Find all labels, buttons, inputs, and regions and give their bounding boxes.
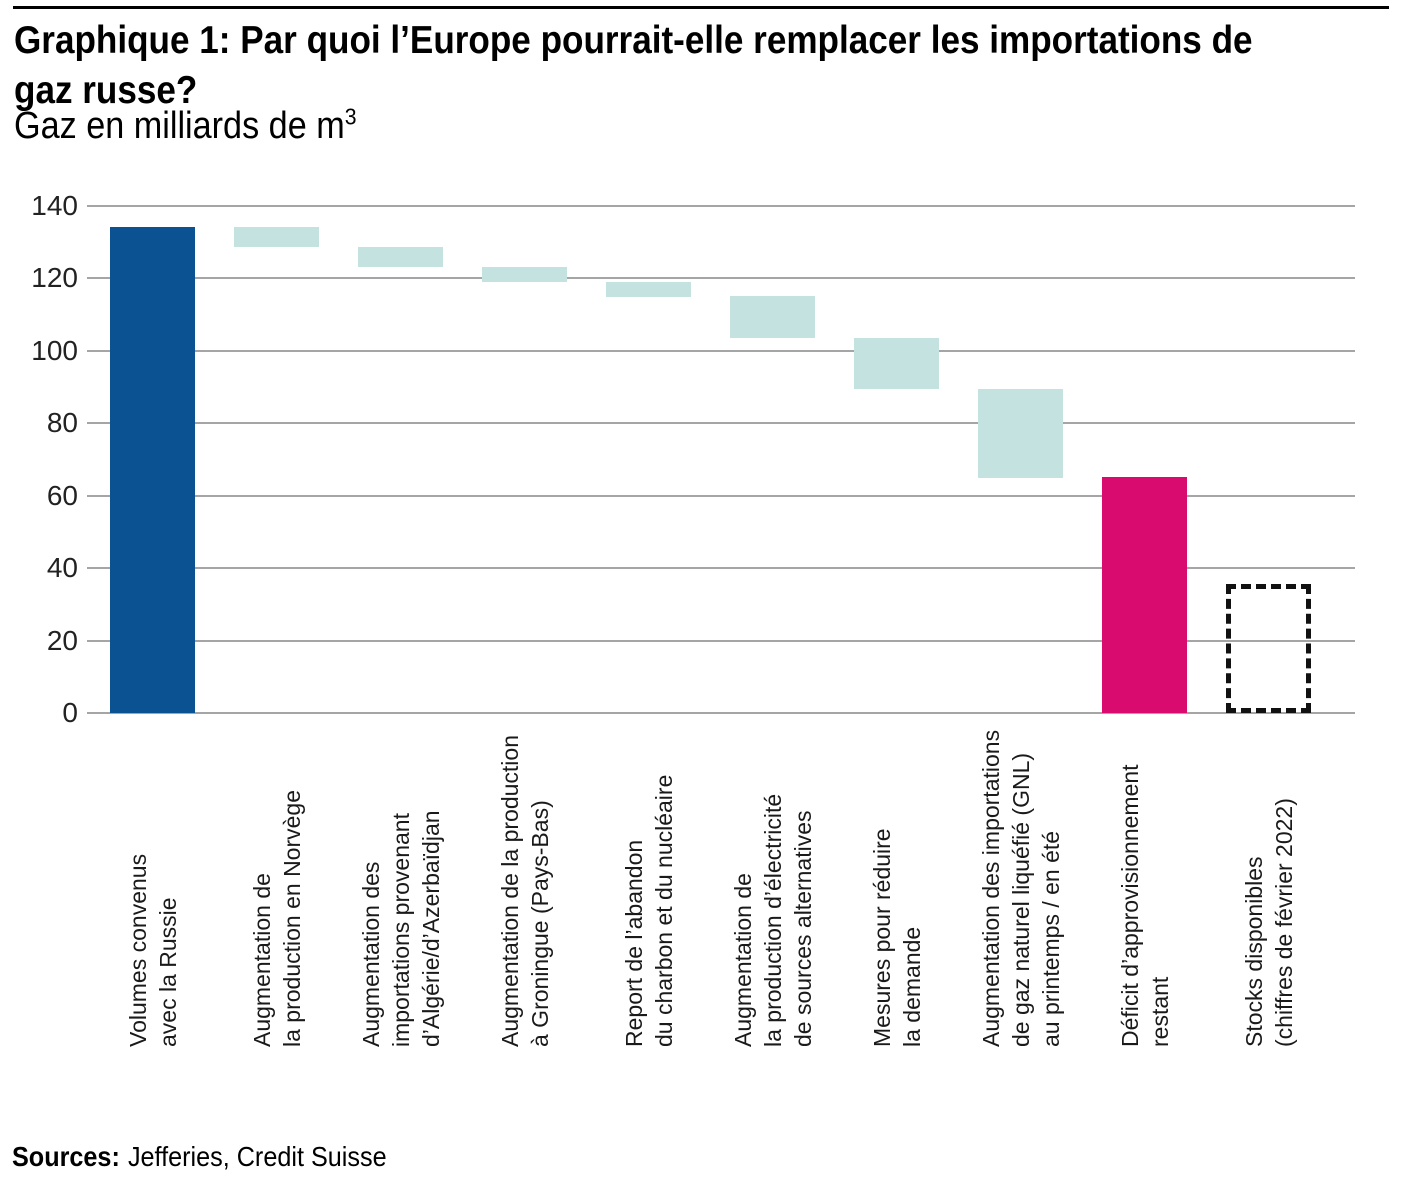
gridline-y-0 [87, 712, 1355, 714]
sources-label: Sources: [12, 1141, 120, 1172]
x-axis-label-line: d’Algérie/d’Azerbaïdjan [417, 810, 444, 1047]
y-axis-tick-label-40: 40 [46, 552, 78, 583]
sources-text: Jefferies, Credit Suisse [127, 1141, 387, 1172]
x-axis-label-line: Déficit d’approvisionnement [1116, 764, 1143, 1047]
waterfall-bar-agreed-volumes [110, 227, 195, 713]
waterfall-bar-replacement [358, 247, 443, 267]
y-axis-tick-label-120: 120 [31, 262, 78, 293]
subtitle-text: Gaz en milliards de m [14, 105, 345, 147]
x-axis-label-line: à Groningue (Pays-Bas) [526, 800, 553, 1047]
chart-subtitle: Gaz en milliards de m3 [14, 104, 357, 148]
chart-title-line-2: gaz russe? [14, 69, 198, 112]
gridline-y-40 [87, 567, 1355, 569]
waterfall-bar-replacement [730, 296, 815, 338]
top-rule [13, 6, 1389, 9]
waterfall-bar-available-stocks [1226, 584, 1311, 713]
x-axis-label-line: la production en Norvège [278, 790, 305, 1047]
y-axis-tick-label-20: 20 [46, 624, 78, 656]
y-axis-tick-label-60: 60 [46, 479, 78, 511]
gridline-y-120 [87, 277, 1355, 279]
x-axis-label: Déficit d’approvisionnement restant [1115, 737, 1175, 1047]
x-axis-label-line: Stocks disponibles [1240, 856, 1267, 1048]
gridline-y-100 [87, 349, 1355, 352]
y-axis-tick-label-140: 140 [31, 189, 78, 221]
x-axis-label: Mesures pour réduire la demande [867, 737, 927, 1047]
waterfall-bar-replacement [234, 227, 319, 247]
x-axis-label: Volumes convenus avec la Russie [123, 737, 183, 1047]
x-axis-label-line: Report de l’abandon [620, 839, 647, 1047]
x-axis-label-line: Augmentation de [248, 873, 275, 1047]
x-axis-label-line: avec la Russie [154, 897, 181, 1047]
x-axis-label: Stocks disponibles (chiffres de février 2… [1239, 737, 1299, 1047]
x-axis-label-line: Mesures pour réduire [868, 828, 895, 1047]
x-axis-label: Augmentation des importations provenant d’… [356, 737, 446, 1047]
waterfall-bar-replacement [482, 267, 567, 282]
gridline-y-20 [87, 639, 1355, 642]
y-axis-tick-label-100: 100 [31, 334, 78, 366]
x-axis-label-line: (chiffres de février 2022) [1270, 798, 1297, 1047]
sources-line: Sources: Jefferies, Credit Suisse [12, 1140, 387, 1174]
x-axis-label-line: Augmentation de la production [496, 735, 523, 1047]
x-axis-label: Augmentation de la production d’électrici… [728, 737, 818, 1047]
gridline-y-60 [87, 494, 1355, 497]
x-axis-label-line: de gaz naturel liquéfié (GNL) [1007, 752, 1034, 1047]
chart-title: Graphique 1: Par quoi l’Europe pourrait-… [14, 16, 1253, 116]
x-axis-label: Augmentation des importations de gaz natu… [976, 729, 1066, 1047]
x-axis-label-line: la demande [898, 926, 925, 1047]
x-axis-label: Report de l’abandon du charbon et du nucl… [619, 737, 679, 1047]
x-axis-label: Augmentation de la production en Norvège [247, 737, 307, 1047]
x-axis-label-line: de sources alternatives [789, 810, 816, 1047]
x-axis-label-line: Augmentation des [357, 861, 384, 1047]
waterfall-bar-replacement [606, 282, 691, 297]
x-axis-label-line: restant [1146, 976, 1173, 1047]
x-axis-label-line: du charbon et du nucléaire [650, 774, 677, 1047]
x-axis-label-line: importations provenant [387, 813, 414, 1047]
waterfall-bar-replacement [978, 389, 1063, 478]
x-axis-label-line: Volumes convenus [124, 853, 151, 1047]
x-axis-label-line: Augmentation de [729, 873, 756, 1047]
x-axis-label-line: au printemps / en été [1037, 830, 1064, 1047]
gridline-y-80 [87, 422, 1355, 424]
waterfall-bar-remaining-deficit [1102, 477, 1187, 713]
x-axis-label: Augmentation de la production à Groningue… [495, 735, 555, 1047]
subtitle-superscript: 3 [344, 103, 357, 130]
y-axis-tick-label-0: 0 [62, 697, 78, 728]
gridline-y-140 [87, 204, 1355, 207]
y-axis-tick-label-80: 80 [46, 407, 78, 438]
waterfall-bar-replacement [854, 338, 939, 389]
chart-title-line-1: Graphique 1: Par quoi l’Europe pourrait-… [14, 19, 1253, 62]
x-axis-label-line: la production d’électricité [759, 793, 786, 1047]
x-axis-label-line: Augmentation des importations [977, 729, 1004, 1047]
